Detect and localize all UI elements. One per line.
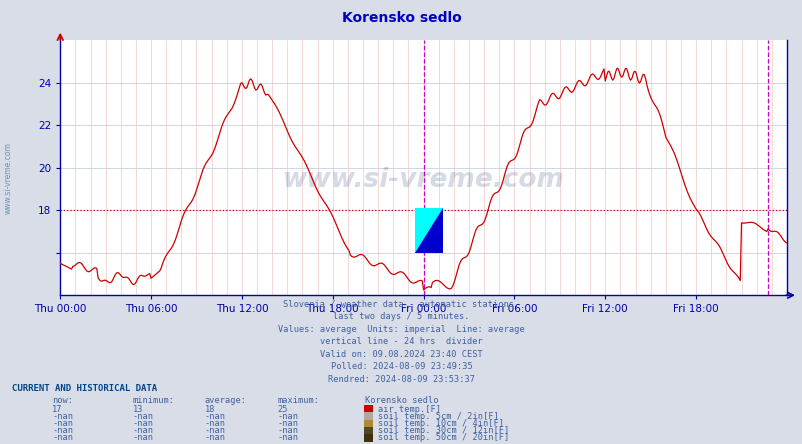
Polygon shape [415,208,443,253]
Text: maximum:: maximum: [277,396,318,405]
Polygon shape [415,208,443,253]
Text: -nan: -nan [52,426,73,435]
Text: 25: 25 [277,405,287,414]
Text: -nan: -nan [132,426,153,435]
Text: -nan: -nan [277,419,298,428]
Text: -nan: -nan [205,419,225,428]
Text: -nan: -nan [52,412,73,421]
Text: -nan: -nan [205,412,225,421]
Text: 17: 17 [52,405,63,414]
Text: -nan: -nan [132,419,153,428]
Text: -nan: -nan [205,426,225,435]
Text: -nan: -nan [277,433,298,442]
Text: soil temp. 30cm / 12in[F]: soil temp. 30cm / 12in[F] [378,426,508,435]
Text: minimum:: minimum: [132,396,174,405]
Text: CURRENT AND HISTORICAL DATA: CURRENT AND HISTORICAL DATA [12,384,157,393]
Text: now:: now: [52,396,73,405]
Text: average:: average: [205,396,246,405]
Text: www.si-vreme.com: www.si-vreme.com [4,142,13,214]
Text: soil temp. 50cm / 20in[F]: soil temp. 50cm / 20in[F] [378,433,508,442]
Text: www.si-vreme.com: www.si-vreme.com [282,167,564,194]
Text: air temp.[F]: air temp.[F] [378,405,440,414]
Text: soil temp. 10cm / 4in[F]: soil temp. 10cm / 4in[F] [378,419,504,428]
Text: Korensko sedlo: Korensko sedlo [365,396,439,405]
Text: -nan: -nan [277,412,298,421]
Text: -nan: -nan [52,419,73,428]
Text: -nan: -nan [205,433,225,442]
Text: -nan: -nan [132,412,153,421]
Text: 18: 18 [205,405,215,414]
Text: soil temp. 5cm / 2in[F]: soil temp. 5cm / 2in[F] [378,412,498,421]
Text: -nan: -nan [277,426,298,435]
Text: Slovenia / weather data - automatic stations.
last two days / 5 minutes.
Values:: Slovenia / weather data - automatic stat… [277,300,525,384]
Text: Korensko sedlo: Korensko sedlo [341,11,461,25]
Text: -nan: -nan [132,433,153,442]
Text: -nan: -nan [52,433,73,442]
Text: 13: 13 [132,405,143,414]
